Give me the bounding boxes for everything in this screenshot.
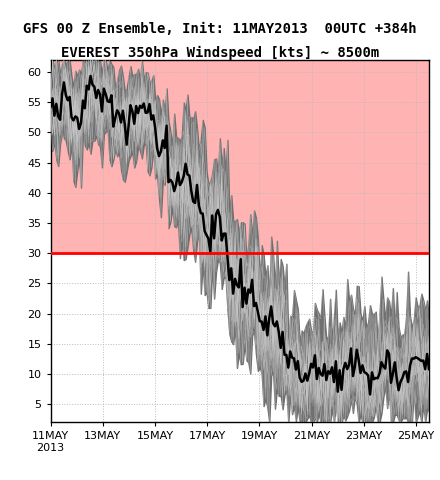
Text: EVEREST 350hPa Windspeed [kts] ~ 8500m: EVEREST 350hPa Windspeed [kts] ~ 8500m xyxy=(61,46,379,60)
Text: GFS 00 Z Ensemble, Init: 11MAY2013  00UTC +384h: GFS 00 Z Ensemble, Init: 11MAY2013 00UTC… xyxy=(23,22,417,36)
Bar xyxy=(51,60,429,253)
